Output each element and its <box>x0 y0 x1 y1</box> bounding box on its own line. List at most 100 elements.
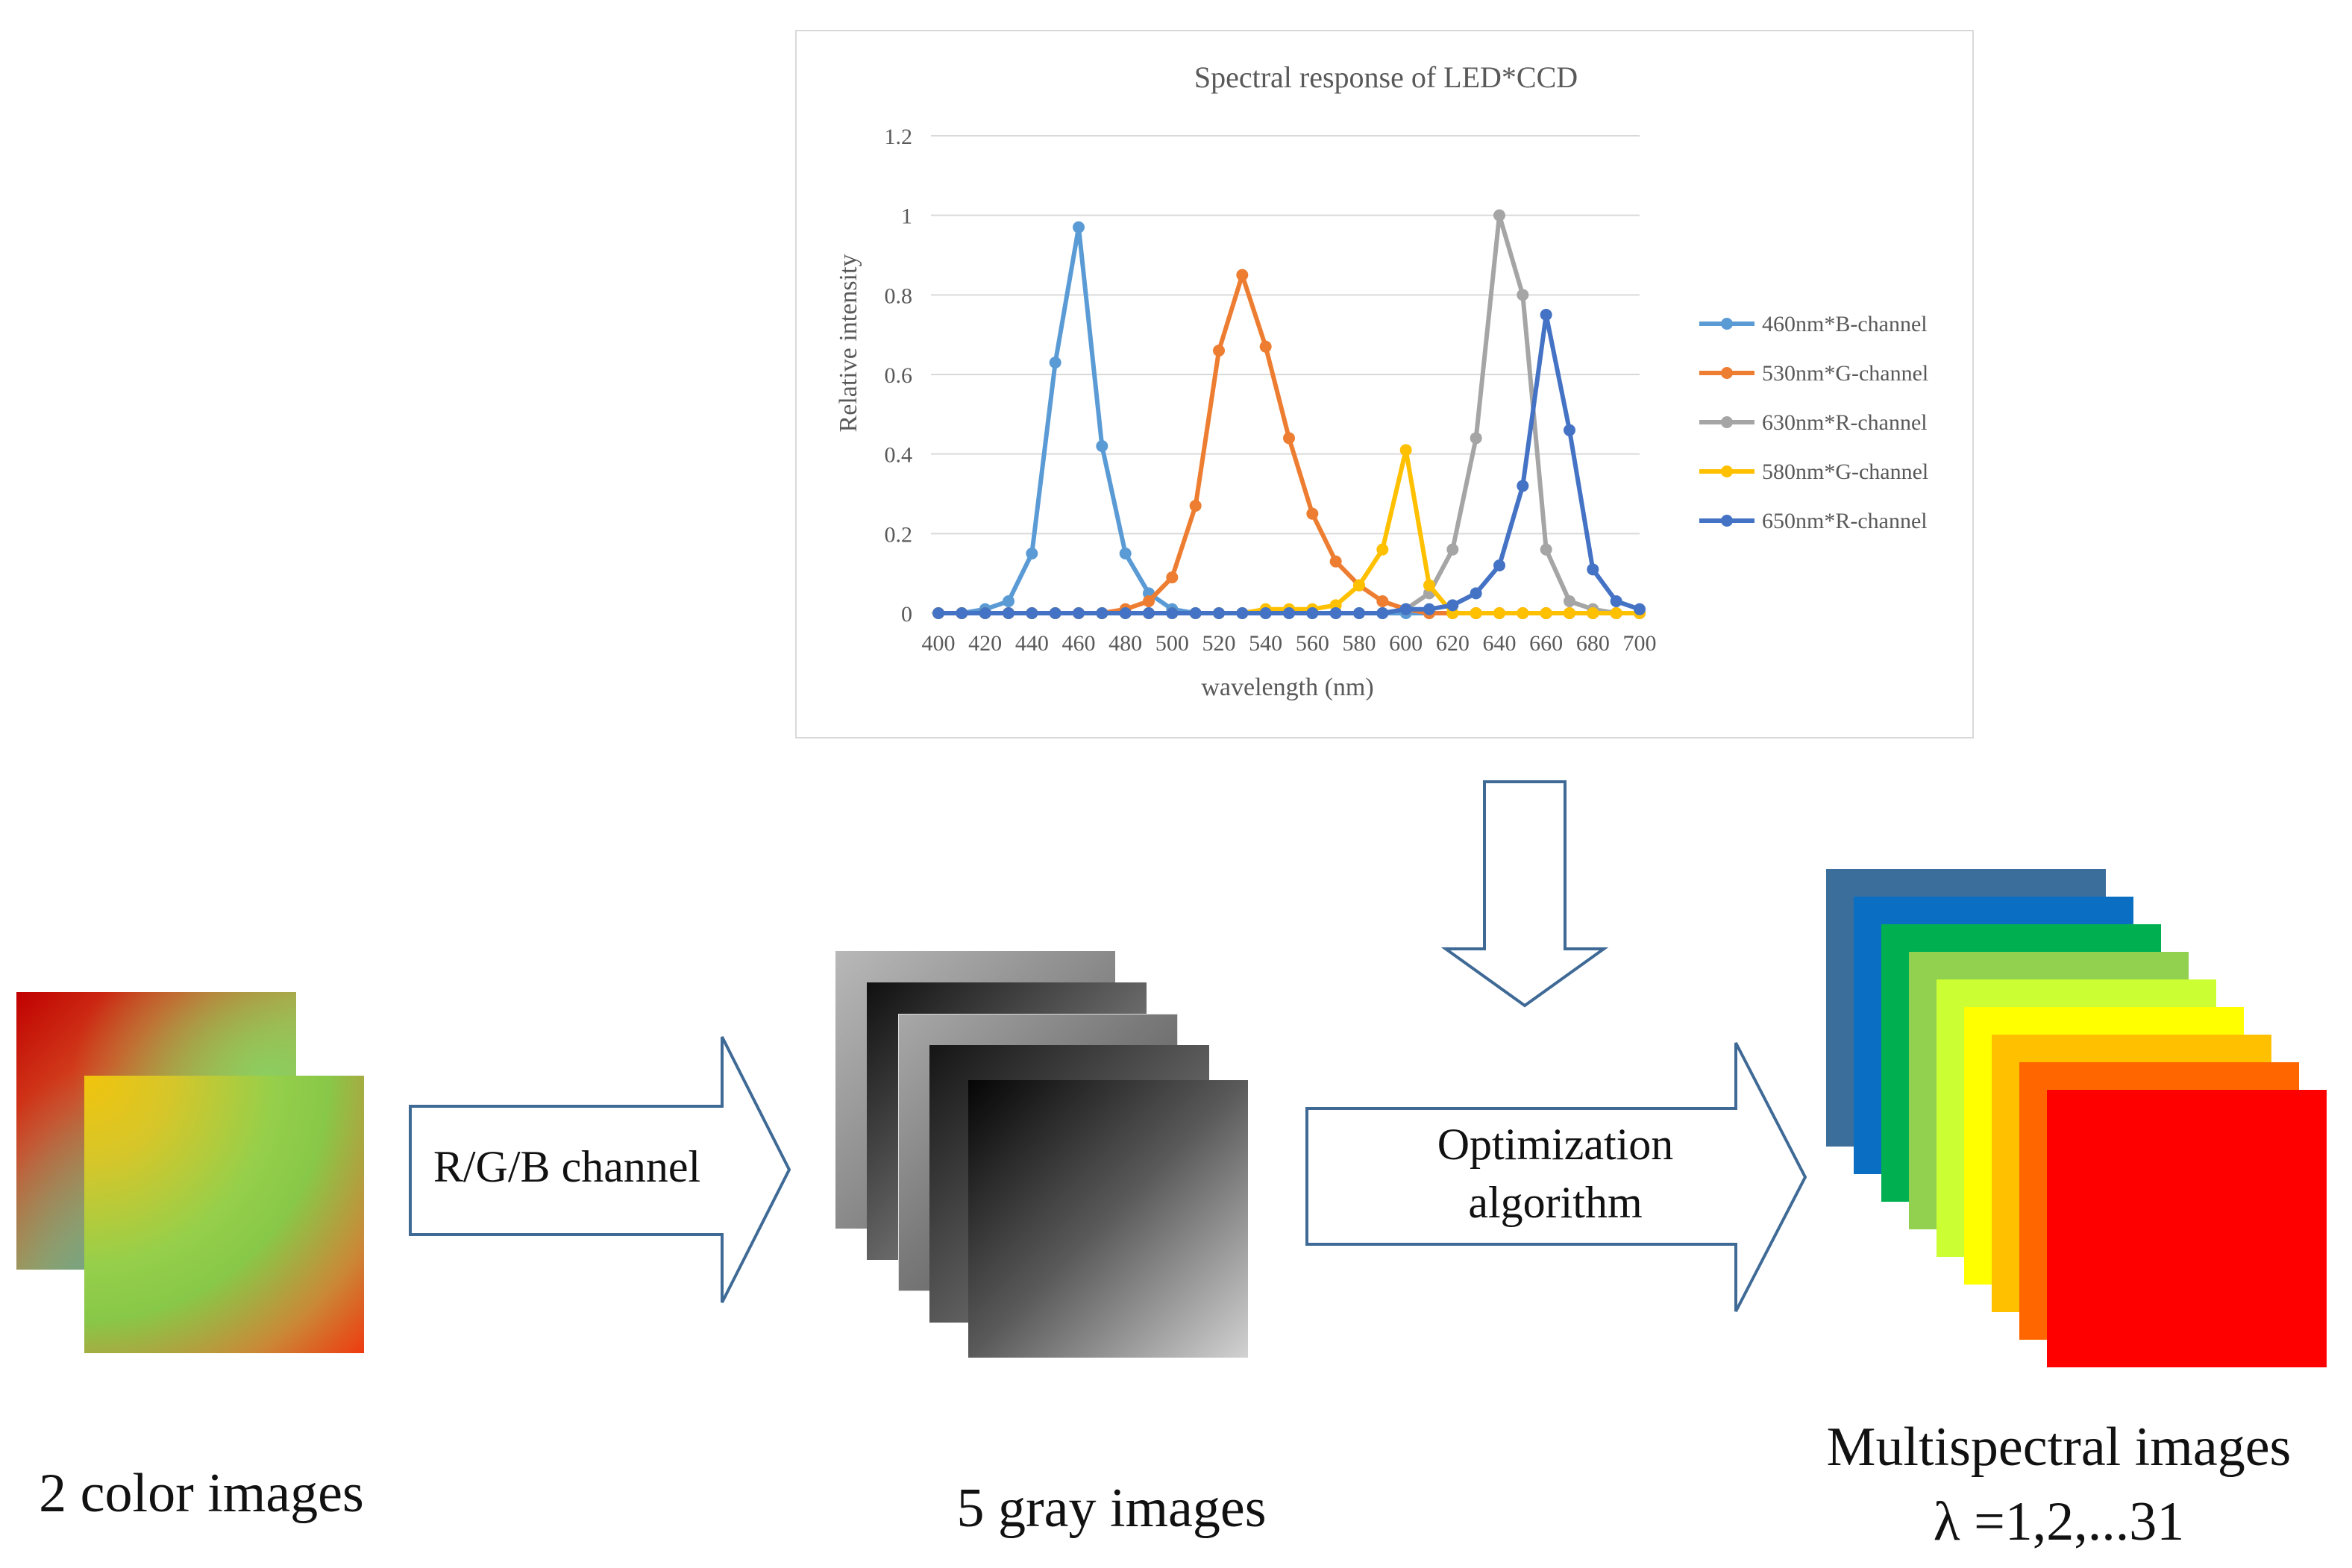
data-point <box>1026 548 1038 559</box>
x-tick-label: 440 <box>1015 631 1049 656</box>
data-point <box>1143 595 1155 607</box>
gray-image-5 <box>968 1080 1248 1358</box>
data-point <box>1306 507 1319 520</box>
data-point <box>1540 309 1552 321</box>
data-point <box>1517 607 1529 619</box>
data-point <box>1166 607 1179 619</box>
data-point <box>1073 221 1085 233</box>
x-tick-label: 540 <box>1249 631 1282 656</box>
legend-marker <box>1721 465 1733 477</box>
y-tick-label: 0.2 <box>885 522 913 547</box>
data-point <box>1446 543 1459 556</box>
legend-label: 530nm*G-channel <box>1762 361 1928 386</box>
x-axis-label: wavelength (nm) <box>1201 674 1373 701</box>
x-tick-label: 560 <box>1296 631 1329 656</box>
data-point <box>1564 424 1575 436</box>
data-point <box>979 607 991 619</box>
y-tick-label: 0.4 <box>885 443 913 468</box>
caption-color-images: 2 color images <box>39 1463 364 1524</box>
data-point <box>1517 289 1529 301</box>
legend-item: 580nm*G-channel <box>1699 460 1928 484</box>
arrow-rgb-label: R/G/B channel <box>433 1142 701 1191</box>
x-tick-label: 400 <box>922 631 956 656</box>
data-point <box>1306 607 1319 619</box>
arrow-down <box>1440 780 1609 1008</box>
legend-item: 460nm*B-channel <box>1699 312 1928 336</box>
data-point <box>1096 607 1108 619</box>
data-point <box>1470 587 1482 600</box>
data-point <box>1166 571 1179 583</box>
data-point <box>1399 444 1412 457</box>
legend-marker <box>1721 318 1733 330</box>
data-point <box>1470 432 1482 445</box>
data-point <box>1189 607 1202 619</box>
data-point <box>1236 269 1249 281</box>
data-point <box>1399 603 1412 615</box>
color-image-front <box>84 1076 364 1353</box>
y-tick-label: 0 <box>901 602 912 627</box>
data-point <box>1283 432 1295 445</box>
data-point <box>1213 607 1225 619</box>
x-tick-label: 580 <box>1343 631 1376 656</box>
data-point <box>1119 548 1132 559</box>
data-point <box>1493 209 1505 222</box>
data-point <box>1049 357 1061 369</box>
arrow-optimization <box>1305 1042 1807 1312</box>
legend-label: 460nm*B-channel <box>1762 312 1928 336</box>
data-point <box>1259 340 1272 353</box>
data-point <box>956 607 968 619</box>
data-point <box>1493 559 1505 571</box>
data-point <box>1026 607 1038 619</box>
legend: 460nm*B-channel 530nm*G-channel 630nm*R-ch… <box>1699 312 1928 533</box>
data-point <box>1540 607 1552 619</box>
data-point <box>1587 607 1599 619</box>
data-point <box>1003 595 1015 607</box>
legend-item: 650nm*R-channel <box>1699 509 1928 533</box>
legend-marker <box>1721 367 1733 379</box>
legend-label: 580nm*G-channel <box>1762 460 1928 484</box>
legend-label: 650nm*R-channel <box>1762 509 1928 533</box>
x-tick-label: 480 <box>1108 631 1142 656</box>
x-tick-label: 460 <box>1062 631 1096 656</box>
caption-gray-images: 5 gray images <box>956 1478 1267 1539</box>
y-tick-label: 0.8 <box>885 283 913 308</box>
data-point <box>1517 480 1529 492</box>
chart-canvas: Spectral response of LED*CCD wavelength … <box>835 60 1928 701</box>
data-point <box>1610 595 1622 607</box>
data-point <box>1423 603 1435 615</box>
data-point <box>1446 599 1459 612</box>
data-point <box>932 607 944 619</box>
data-point <box>1003 607 1015 619</box>
y-tick-label: 1.2 <box>885 125 913 149</box>
data-point <box>1049 607 1061 619</box>
data-point <box>1096 440 1108 452</box>
multispectral-layer <box>2047 1090 2327 1367</box>
arrow-rgb-channel <box>409 1036 791 1303</box>
data-point <box>1119 607 1132 619</box>
series-650nm*R-channel <box>932 309 1646 619</box>
data-point <box>1329 607 1342 619</box>
legend-item: 630nm*R-channel <box>1699 410 1928 435</box>
data-point <box>1376 595 1389 607</box>
data-point <box>1634 603 1646 615</box>
x-tick-label: 680 <box>1576 631 1610 656</box>
data-point <box>1073 607 1085 619</box>
data-point <box>1564 595 1575 607</box>
y-tick-label: 0.6 <box>885 363 913 388</box>
data-point <box>1353 607 1365 619</box>
x-tick-label: 500 <box>1155 631 1189 656</box>
data-point <box>1564 607 1575 619</box>
x-tick-label: 620 <box>1436 631 1470 656</box>
legend-marker <box>1721 515 1733 527</box>
y-tick-label: 1 <box>901 204 912 229</box>
data-point <box>1259 607 1272 619</box>
spectral-response-chart: Spectral response of LED*CCD wavelength … <box>795 30 1974 738</box>
x-tick-label: 640 <box>1483 631 1517 656</box>
data-point <box>1376 607 1389 619</box>
data-series <box>932 209 1646 619</box>
x-tick-label: 420 <box>968 631 1002 656</box>
arrow-optimization-label-line2: algorithm <box>1468 1178 1643 1227</box>
data-point <box>1283 607 1295 619</box>
data-point <box>1493 607 1505 619</box>
data-point <box>1143 607 1155 619</box>
